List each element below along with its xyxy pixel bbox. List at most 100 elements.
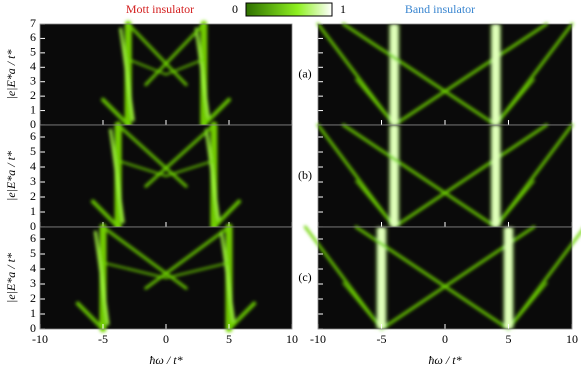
panel-label: (b) <box>298 168 312 182</box>
y-tick-label: 0 <box>30 321 36 335</box>
x-tick-label: 5 <box>506 332 512 346</box>
y-tick-label: 6 <box>30 129 36 143</box>
intensity-ridge <box>316 123 396 229</box>
intensity-ridge <box>144 225 231 290</box>
intensity-ridge <box>102 261 167 279</box>
intensity-ridge <box>354 225 510 331</box>
intensity-ridge <box>204 128 221 224</box>
intensity-ridge <box>341 22 498 127</box>
y-tick-label: 4 <box>30 261 36 275</box>
intensity-ridge <box>219 230 236 326</box>
intensity-ridge <box>126 22 188 87</box>
y-tick-label: 3 <box>30 276 36 290</box>
intensity-ridge <box>144 22 206 87</box>
intensity-ridge <box>117 159 167 177</box>
heatmap-background <box>318 125 572 227</box>
intensity-ridge <box>392 22 549 127</box>
column-title: Mott insulator <box>126 2 194 16</box>
x-tick-label: -10 <box>310 332 326 346</box>
intensity-ridge <box>194 27 211 122</box>
heatmap-background <box>318 24 572 125</box>
y-axis-label: |e|E*a / t* <box>4 50 18 100</box>
y-tick-label: 0 <box>30 117 36 131</box>
intensity-ridge <box>494 22 574 127</box>
heatmap-pattern <box>316 22 574 127</box>
intensity-halo <box>502 227 515 329</box>
intensity-ridge <box>494 180 535 228</box>
panel-frame <box>39 226 293 330</box>
intensity-ridge <box>127 58 167 76</box>
y-tick-label: 2 <box>30 189 36 203</box>
y-tick-label: 5 <box>30 45 36 59</box>
y-tick-label: 6 <box>30 30 36 44</box>
intensity-ridge <box>342 282 383 330</box>
intensity-ridge <box>494 123 574 229</box>
x-tick-label: 0 <box>442 332 448 346</box>
heatmap-background <box>318 227 572 329</box>
intensity-ridge <box>109 128 125 224</box>
y-tick-label: 2 <box>30 88 36 102</box>
intensity-ridge <box>119 27 135 122</box>
intensity-ridge <box>165 58 205 76</box>
intensity-ridge <box>165 261 230 279</box>
panel-label: (a) <box>298 66 311 80</box>
y-tick-label: 4 <box>30 59 36 73</box>
intensity-ridge <box>227 301 257 331</box>
intensity-ridge <box>392 123 549 229</box>
x-tick-label: 5 <box>226 332 232 346</box>
x-tick-label: -5 <box>98 332 108 346</box>
y-tick-label: 4 <box>30 159 36 173</box>
y-tick-label: 3 <box>30 174 36 188</box>
intensity-ridge <box>101 97 131 127</box>
intensity-ridge <box>75 301 105 331</box>
heatmap-pattern <box>316 123 574 229</box>
y-tick-label: 2 <box>30 291 36 305</box>
colorbar-label: 0 <box>232 2 238 16</box>
intensity-halo <box>375 227 388 329</box>
x-tick-label: 0 <box>163 332 169 346</box>
y-tick-label: 1 <box>30 204 36 218</box>
x-tick-label: 10 <box>566 332 578 346</box>
intensity-halo <box>489 125 502 227</box>
intensity-ridge <box>90 199 121 229</box>
y-tick-label: 1 <box>30 306 36 320</box>
y-axis-label: |e|E*a / t* <box>4 151 18 201</box>
intensity-ridge <box>355 180 396 228</box>
intensity-ridge <box>144 123 216 188</box>
x-axis-label: ħω / t* <box>149 353 182 367</box>
x-axis-label: ħω / t* <box>428 353 461 367</box>
intensity-halo <box>388 24 401 125</box>
column-title: Band insulator <box>405 2 475 16</box>
intensity-ridge <box>116 123 188 188</box>
intensity-ridge <box>165 159 215 177</box>
y-tick-label: 0 <box>30 219 36 233</box>
intensity-ridge <box>355 78 396 126</box>
colorbar <box>245 2 333 17</box>
intensity-ridge <box>507 282 548 330</box>
x-tick-label: -10 <box>32 332 48 346</box>
heatmap-pattern <box>75 223 257 333</box>
intensity-ridge <box>341 123 498 229</box>
y-tick-label: 5 <box>30 144 36 158</box>
intensity-ridge <box>93 230 110 326</box>
intensity-ridge <box>316 22 396 127</box>
panel-label: (c) <box>298 270 311 284</box>
x-tick-label: 10 <box>286 332 298 346</box>
intensity-ridge <box>201 97 231 127</box>
x-tick-label: -5 <box>377 332 387 346</box>
y-axis-label: |e|E*a / t* <box>4 253 18 303</box>
heatmap-pattern <box>90 121 242 231</box>
y-tick-label: 6 <box>30 231 36 245</box>
y-tick-label: 1 <box>30 102 36 116</box>
heatmap-pattern <box>101 20 231 129</box>
y-tick-label: 7 <box>30 16 36 30</box>
intensity-ridge <box>101 225 188 290</box>
panel-frame <box>317 226 573 330</box>
y-tick-label: 3 <box>30 73 36 87</box>
intensity-ridge <box>211 199 242 229</box>
colorbar-label: 1 <box>340 2 346 16</box>
y-tick-label: 5 <box>30 246 36 260</box>
intensity-halo <box>489 24 502 125</box>
intensity-ridge <box>494 78 535 126</box>
